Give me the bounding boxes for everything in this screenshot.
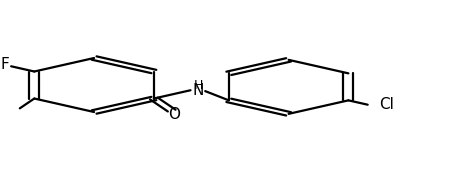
Text: N: N xyxy=(193,83,204,98)
Text: Cl: Cl xyxy=(379,97,394,112)
Text: H: H xyxy=(194,79,203,92)
Text: O: O xyxy=(168,107,180,122)
Text: F: F xyxy=(1,57,10,72)
